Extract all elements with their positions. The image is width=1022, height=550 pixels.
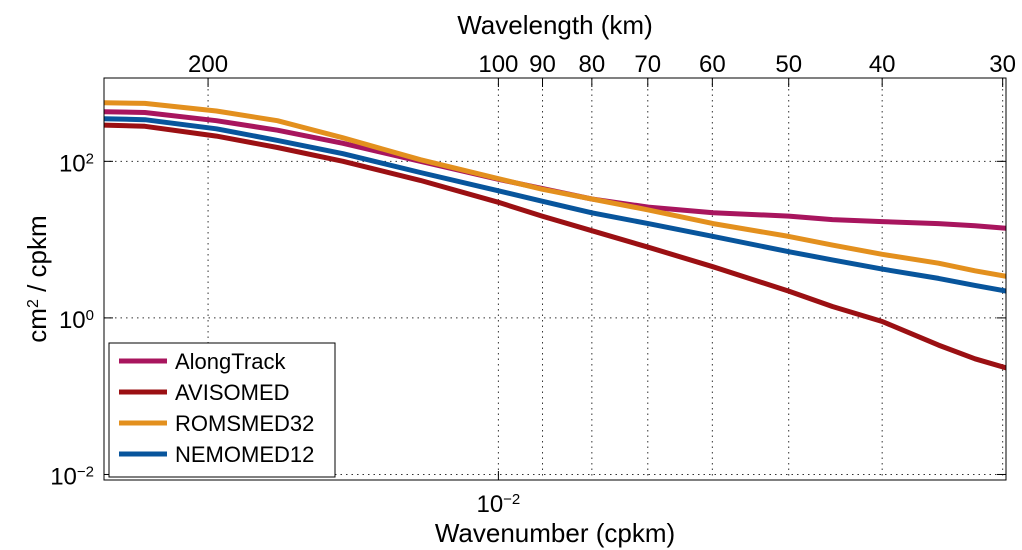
axis-ticks — [104, 78, 1006, 480]
y-axis-title: cm2 / cpkm — [22, 215, 52, 342]
series-line-avisomed — [104, 122, 1006, 371]
series-line-romsmed32 — [104, 100, 1006, 279]
series-lines — [104, 100, 1006, 371]
tick-labels: 10−2 100 102 200 100 90 80 70 60 50 40 30 10−2 — [50, 51, 1016, 518]
x-tick-label: 10−2 — [476, 491, 520, 519]
legend-label: NEMOMED12 — [175, 442, 314, 467]
y-axis-title-sup: 2 — [25, 299, 42, 308]
series-line-nemomed12 — [104, 116, 1006, 294]
top-axis-title: Wavelength (km) — [457, 10, 653, 40]
grid — [104, 78, 1006, 480]
top-tick-label: 200 — [188, 51, 228, 78]
top-tick-label: 40 — [869, 51, 896, 78]
x-axis-title: Wavenumber (cpkm) — [435, 518, 675, 548]
top-tick-label: 50 — [775, 51, 802, 78]
legend-label: AlongTrack — [175, 349, 286, 374]
y-tick-label: 102 — [59, 150, 94, 178]
y-tick-label: 10−2 — [50, 463, 94, 491]
y-tick-label: 100 — [59, 306, 94, 334]
legend-label: AVISOMED — [175, 380, 290, 405]
y-axis-title-rest: / cpkm — [22, 215, 52, 299]
legend-label: ROMSMED32 — [175, 411, 314, 436]
legend: AlongTrack AVISOMED ROMSMED32 NEMOMED12 — [108, 342, 336, 478]
top-tick-label: 70 — [634, 51, 661, 78]
top-tick-label: 30 — [989, 51, 1016, 78]
top-tick-label: 100 — [478, 51, 518, 78]
series-line-alongtrack — [104, 109, 1006, 231]
top-tick-label: 90 — [529, 51, 556, 78]
plot-frame — [103, 77, 1007, 481]
top-tick-label: 60 — [699, 51, 726, 78]
y-axis-title-base: cm — [22, 308, 52, 343]
top-tick-label: 80 — [578, 51, 605, 78]
